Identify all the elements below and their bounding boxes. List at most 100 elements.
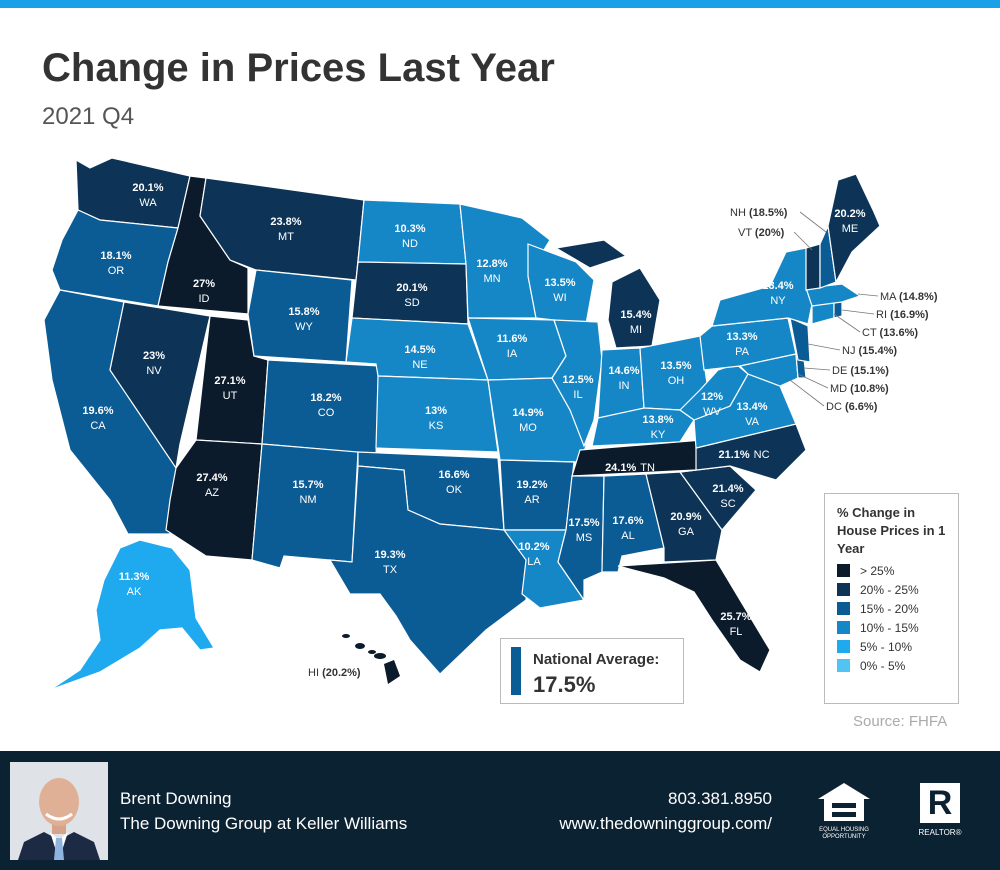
label-nc: 21.1% NC: [718, 449, 769, 461]
label-ia: 11.6% IA: [497, 333, 528, 360]
realtor-text: REALTOR®: [918, 828, 962, 837]
footer-bar: Brent Downing The Downing Group at Kelle…: [0, 751, 1000, 870]
agent-photo: [10, 762, 108, 860]
label-ct: CT (13.6%): [862, 327, 918, 339]
label-il: 12.5% IL: [562, 374, 593, 401]
label-nj: NJ (15.4%): [842, 345, 897, 357]
state-wv: [679, 363, 749, 421]
label-sc: 21.4% SC: [712, 483, 743, 510]
state-tx: [328, 465, 531, 675]
label-nv: 23% NV: [143, 350, 165, 377]
state-ri: [833, 301, 843, 319]
state-md: [738, 353, 799, 387]
state-nm: [251, 443, 359, 569]
national-average-box: National Average: 17.5%: [500, 638, 684, 704]
state-nc: [679, 423, 807, 481]
label-or: 18.1% OR: [100, 250, 131, 277]
state-il: [551, 319, 603, 448]
map-legend: % Change in House Prices in 1 Year > 25%…: [824, 493, 959, 704]
state-me: [827, 173, 881, 284]
label-de: DE (15.1%): [832, 365, 889, 377]
label-wa: 20.1% WA: [132, 182, 163, 209]
label-ar: 19.2% AR: [516, 479, 547, 506]
national-average-value: 17.5%: [533, 672, 596, 697]
state-vt: [805, 243, 821, 291]
legend-label: 5% - 10%: [860, 639, 913, 654]
legend-item-15-20: 15% - 20%: [837, 602, 958, 616]
legend-swatch: [837, 659, 850, 672]
equal-housing-opportunity-logo: EQUAL HOUSING OPPORTUNITY: [814, 781, 874, 843]
state-az: [165, 439, 263, 561]
label-mn: 12.8% MN: [476, 258, 507, 285]
legend-label: 0% - 5%: [860, 658, 906, 673]
label-nd: 10.3% ND: [394, 223, 425, 250]
label-mi: 15.4% MI: [620, 309, 651, 336]
label-sd: 20.1% SD: [396, 282, 427, 309]
label-ca: 19.6% CA: [82, 405, 113, 432]
legend-label: > 25%: [860, 563, 895, 578]
national-average-accent: [511, 647, 521, 695]
label-wv: 12% WV: [701, 391, 723, 418]
state-nv: [109, 301, 211, 470]
source-note: Source: FHFA: [853, 713, 948, 730]
legend-item-0-5: 0% - 5%: [837, 658, 958, 673]
realtor-r-letter: R: [927, 784, 953, 822]
label-oh: 13.5% OH: [660, 360, 691, 387]
legend-swatch: [837, 640, 850, 653]
label-ma: MA (14.8%): [880, 291, 938, 303]
label-vt: VT (20%): [738, 227, 785, 239]
label-ga: 20.9% GA: [670, 511, 701, 538]
label-ny: 13.4% NY: [762, 280, 793, 307]
label-dc: DC (6.6%): [826, 401, 878, 413]
state-nj: [789, 316, 811, 363]
legend-label: 10% - 15%: [860, 620, 919, 635]
label-tn: 24.1% TN: [605, 462, 655, 474]
us-map: 20.1% WA 18.1% OR 19.6% CA 27% ID 23% NV 27.1…: [43, 157, 938, 691]
label-mt: 23.8% MT: [270, 216, 301, 243]
label-ak: 11.3% AK: [119, 571, 150, 598]
label-co: 18.2% CO: [310, 392, 341, 419]
legend-swatch: [837, 621, 850, 634]
label-az: 27.4% AZ: [196, 472, 227, 499]
label-ok: 16.6% OK: [438, 469, 469, 496]
legend-swatch: [837, 583, 850, 596]
label-me: 20.2% ME: [834, 208, 865, 235]
label-ky: 13.8% KY: [642, 414, 673, 441]
label-id: 27% ID: [193, 278, 215, 305]
legend-label: 20% - 25%: [860, 582, 919, 597]
label-mo: 14.9% MO: [512, 407, 543, 434]
agent-website-link[interactable]: www.thedowninggroup.com/: [559, 814, 772, 833]
label-tx: 19.3% TX: [374, 549, 405, 576]
legend-item-5-10: 5% - 10%: [837, 639, 958, 654]
label-ri: RI (16.9%): [876, 309, 929, 321]
legend-swatch: [837, 602, 850, 615]
label-ne: 14.5% NE: [404, 344, 435, 371]
national-average-label: National Average:: [533, 651, 660, 668]
state-hi: [342, 634, 400, 684]
state-ak: [49, 539, 215, 691]
label-wi: 13.5% WI: [544, 277, 575, 304]
label-nh: NH (18.5%): [730, 207, 788, 219]
state-fl: [617, 559, 771, 673]
label-ms: 17.5% MS: [568, 517, 599, 544]
state-wy: [247, 269, 353, 363]
state-tn: [571, 439, 703, 477]
label-fl: 25.7% FL: [720, 611, 751, 638]
page-title: Change in Prices Last Year: [42, 46, 555, 90]
legend-item-over-25: > 25%: [837, 563, 958, 578]
eho-text: EQUAL HOUSING OPPORTUNITY: [819, 827, 869, 840]
callout-lines: [789, 211, 879, 407]
label-pa: 13.3% PA: [726, 331, 757, 358]
legend-item-20-25: 20% - 25%: [837, 582, 958, 597]
state-ks: [375, 375, 499, 453]
legend-swatch: [837, 564, 850, 577]
top-accent-bar: [0, 0, 1000, 8]
label-ut: 27.1% UT: [214, 375, 245, 402]
agent-phone[interactable]: 803.381.8950: [668, 789, 772, 808]
label-ks: 13% KS: [425, 405, 447, 432]
page-subtitle: 2021 Q4: [42, 103, 135, 130]
label-md: MD (10.8%): [830, 383, 889, 395]
label-nm: 15.7% NM: [292, 479, 323, 506]
agent-company: The Downing Group at Keller Williams: [120, 814, 408, 833]
legend-title: % Change in House Prices in 1 Year: [837, 505, 946, 556]
